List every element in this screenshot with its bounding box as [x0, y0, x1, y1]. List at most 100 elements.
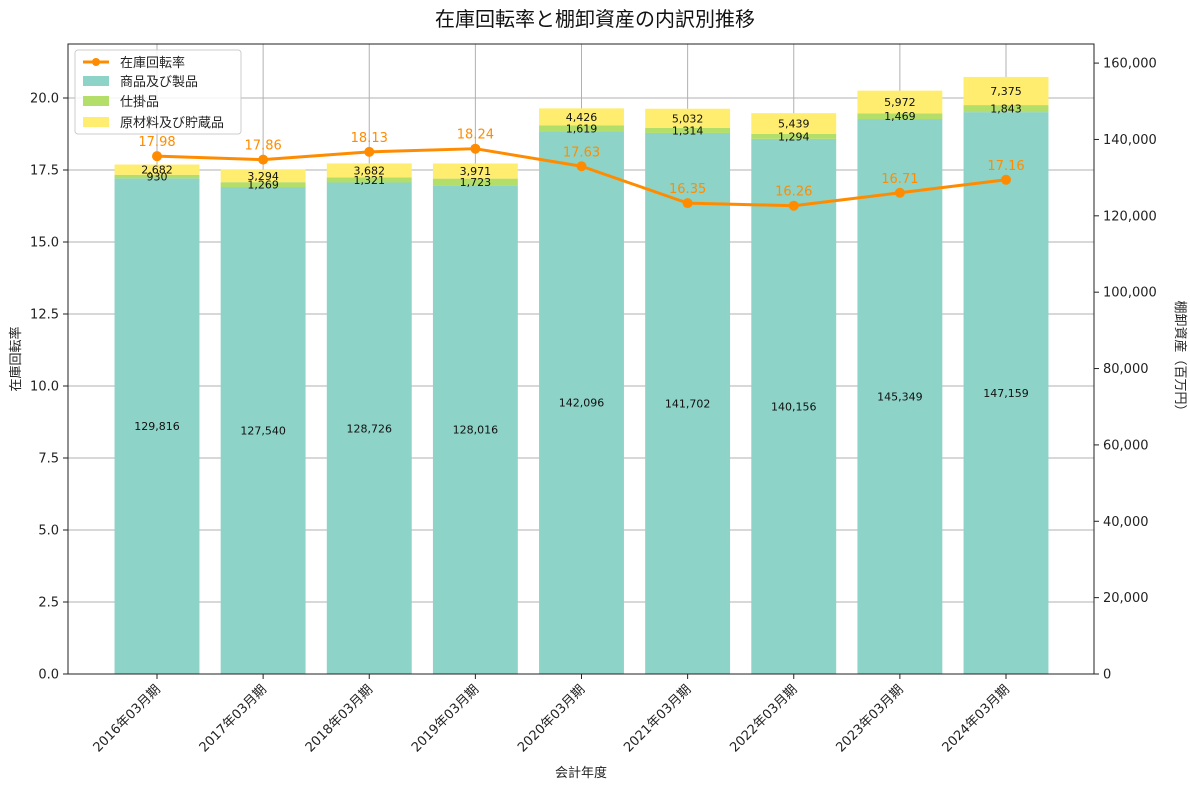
data-label-products: 142,096	[559, 397, 605, 410]
y-tick-label-left: 12.5	[30, 308, 59, 323]
turnover-point	[576, 161, 587, 172]
turnover-point	[258, 154, 269, 165]
line-layer: 17.98 17.86 18.13 18.24 17.63 16.35 16.26 16.71…	[138, 128, 1025, 211]
bar-segment-wip	[432, 178, 518, 186]
turnover-data-label: 18.24	[457, 128, 494, 143]
data-label-wip: 930	[147, 171, 168, 184]
x-axis-title: 会計年度	[555, 765, 607, 781]
data-label-materials: 5,032	[672, 112, 704, 125]
bar-segment-wip	[963, 105, 1049, 113]
bar-segment-wip	[114, 174, 200, 179]
data-label-materials: 2,682	[141, 164, 173, 177]
y-tick-label-left: 17.5	[30, 164, 59, 179]
x-tick-label: 2024年03月期	[940, 682, 1013, 755]
x-tick-label: 2017年03月期	[197, 682, 270, 755]
legend-box	[74, 49, 242, 135]
turnover-data-label: 17.63	[563, 145, 600, 160]
x-tick-label: 2016年03月期	[91, 682, 164, 755]
y-axis-right-title: 棚卸資産（百万円）	[1172, 300, 1188, 417]
y-axis-left-title: 在庫回転率	[8, 326, 24, 391]
y-tick-label-left: 7.5	[38, 452, 59, 467]
y-tick-label-right: 80,000	[1103, 362, 1149, 377]
legend-label-wip: 仕掛品	[120, 95, 159, 110]
bar-layer	[114, 76, 1049, 675]
data-label-products: 128,016	[453, 424, 499, 437]
y-tick-label-right: 100,000	[1103, 286, 1157, 301]
data-label-products: 128,726	[347, 422, 393, 435]
y-tick-label-right: 20,000	[1103, 591, 1149, 606]
y-tick-label-right: 60,000	[1103, 438, 1149, 453]
data-label-wip: 1,619	[566, 122, 598, 135]
bar-segment-wip	[326, 177, 412, 183]
bar-segment-products	[857, 119, 943, 675]
chart-title: 在庫回転率と棚卸資産の内訳別推移	[435, 7, 755, 31]
turnover-data-label: 17.98	[138, 135, 175, 150]
turnover-point	[894, 187, 905, 198]
bar-segment-materials	[432, 163, 518, 179]
legend: 在庫回転率 商品及び製品 仕掛品 原材料及び貯蔵品	[74, 49, 242, 135]
data-label-materials: 5,439	[778, 118, 810, 131]
data-label-materials: 3,294	[247, 170, 279, 183]
data-label-materials: 4,426	[566, 111, 598, 124]
data-label-wip: 1,321	[354, 174, 386, 187]
turnover-point	[682, 198, 693, 209]
bar-segment-products	[432, 185, 518, 674]
x-tick-label: 2022年03月期	[727, 682, 800, 755]
bar-segment-products	[751, 138, 837, 675]
bar-segment-products	[539, 131, 624, 674]
y-tick-label-left: 5.0	[38, 524, 59, 539]
x-tick-label: 2023年03月期	[833, 682, 906, 755]
turnover-data-label: 18.13	[351, 131, 388, 146]
data-label-wip: 1,269	[247, 179, 279, 192]
bar-segment-wip	[645, 127, 731, 133]
data-label-products: 147,159	[983, 387, 1029, 400]
bar-segment-materials	[326, 163, 412, 178]
data-label-products: 129,816	[134, 420, 180, 433]
turnover-data-label: 17.16	[987, 159, 1024, 174]
legend-marker-swatch	[92, 58, 100, 66]
data-label-materials: 3,971	[460, 165, 492, 178]
turnover-point	[364, 146, 375, 157]
legend-swatch-products	[83, 76, 109, 86]
turnover-point	[788, 200, 799, 211]
data-label-wip: 1,723	[460, 176, 492, 189]
bar-segment-materials	[539, 108, 624, 126]
bar-segment-materials	[114, 164, 200, 175]
y-tick-label-left: 15.0	[30, 236, 59, 251]
turnover-point	[1001, 174, 1011, 185]
x-tick-label: 2021年03月期	[621, 682, 694, 755]
data-label-products: 127,540	[240, 425, 286, 438]
turnover-data-label: 16.71	[881, 172, 918, 187]
data-label-wip: 1,469	[884, 110, 916, 123]
legend-label-materials: 原材料及び貯蔵品	[120, 116, 224, 131]
y-tick-label-left: 10.0	[30, 380, 59, 395]
legend-label-turnover: 在庫回転率	[120, 55, 185, 71]
turnover-point	[470, 143, 481, 154]
data-label-materials: 3,682	[354, 164, 386, 177]
y-tick-label-right: 40,000	[1103, 515, 1149, 530]
x-tick-label: 2019年03月期	[409, 682, 482, 755]
y-tick-label-left: 2.5	[38, 596, 59, 611]
y-tick-label-right: 0	[1103, 668, 1111, 683]
y-tick-label-left: 0.0	[38, 668, 59, 683]
data-label-wip: 1,294	[778, 130, 810, 143]
y-tick-label-left: 20.0	[30, 92, 59, 107]
legend-swatch-wip	[83, 96, 109, 106]
turnover-data-label: 16.26	[775, 185, 812, 200]
x-tick-label: 2020年03月期	[515, 682, 588, 755]
bar-segment-materials	[751, 113, 837, 134]
x-tick-label: 2018年03月期	[303, 682, 376, 755]
data-label-products: 145,349	[877, 391, 923, 404]
bar-segment-products	[220, 187, 306, 674]
data-label-wip: 1,314	[672, 124, 704, 137]
bar-segment-products	[326, 182, 412, 674]
bar-segment-wip	[751, 133, 837, 139]
data-label-products: 140,156	[771, 400, 817, 413]
legend-swatch-materials	[83, 117, 109, 127]
bar-segment-products	[114, 178, 200, 674]
turnover-data-label: 17.86	[245, 139, 282, 154]
turnover-data-label: 16.35	[669, 182, 706, 197]
bar-segment-wip	[220, 182, 306, 188]
legend-label-products: 商品及び製品	[120, 75, 198, 90]
